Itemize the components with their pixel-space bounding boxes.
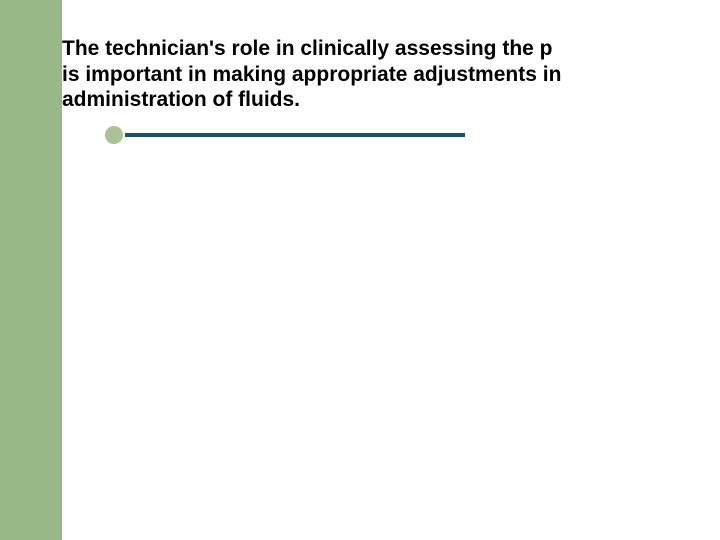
- accent-rule: [125, 133, 465, 137]
- title-line-3: administration of fluids.: [62, 87, 720, 113]
- title-line-1: The technician's role in clinically asse…: [62, 36, 720, 62]
- bullet-icon: [105, 126, 123, 144]
- title-line-2: is important in making appropriate adjus…: [62, 62, 720, 88]
- slide-content: The technician's role in clinically asse…: [62, 36, 720, 113]
- sidebar-accent: [0, 0, 62, 540]
